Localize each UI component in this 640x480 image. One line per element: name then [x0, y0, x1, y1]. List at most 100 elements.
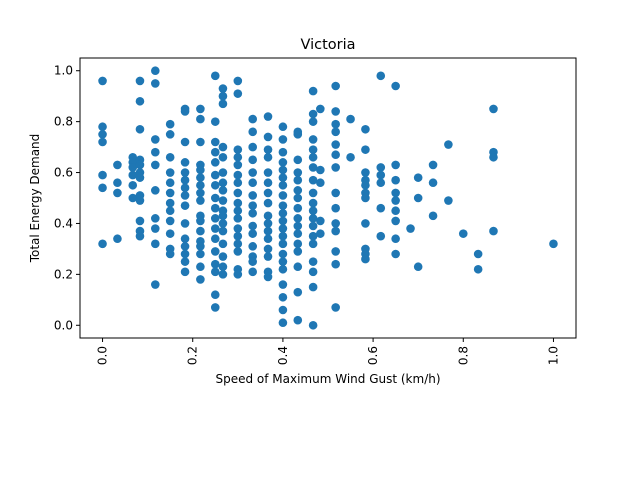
- data-point: [248, 114, 257, 124]
- data-point: [233, 188, 243, 198]
- data-point: [316, 165, 325, 175]
- data-point: [233, 206, 243, 216]
- data-point: [293, 247, 303, 256]
- data-point: [361, 145, 370, 154]
- data-point: [218, 239, 228, 249]
- data-point: [248, 142, 257, 152]
- data-point: [210, 158, 220, 167]
- data-point: [489, 226, 498, 236]
- data-point: [135, 124, 145, 134]
- data-point: [218, 211, 228, 221]
- data-point: [151, 224, 160, 233]
- data-point: [113, 188, 122, 198]
- data-point: [233, 170, 243, 180]
- data-point: [278, 180, 288, 190]
- data-point: [180, 137, 190, 147]
- data-point: [263, 272, 273, 282]
- data-point: [218, 142, 228, 152]
- data-point: [218, 186, 228, 195]
- data-point: [293, 203, 303, 213]
- data-point: [233, 270, 243, 279]
- data-point: [308, 198, 318, 208]
- data-point: [278, 231, 288, 241]
- data-point: [413, 262, 423, 272]
- data-point: [376, 203, 386, 213]
- data-point: [218, 252, 228, 261]
- data-point: [263, 188, 273, 198]
- data-point: [278, 318, 288, 328]
- data-point: [278, 208, 288, 218]
- data-point: [248, 208, 257, 218]
- data-point: [293, 221, 303, 231]
- data-point: [376, 178, 386, 188]
- data-point: [308, 231, 318, 241]
- data-point: [278, 305, 288, 315]
- data-point: [218, 152, 228, 162]
- data-point: [413, 193, 423, 203]
- data-point: [218, 84, 228, 93]
- data-point: [316, 216, 325, 226]
- data-point: [278, 165, 288, 175]
- data-point: [210, 214, 220, 223]
- y-tick-label: 0.0: [54, 318, 73, 332]
- data-point: [248, 178, 257, 188]
- y-tick-label: 0.2: [54, 267, 73, 281]
- data-point: [165, 152, 175, 162]
- data-point: [278, 239, 288, 249]
- data-point: [391, 206, 400, 216]
- data-point: [331, 127, 340, 137]
- data-point: [293, 193, 303, 203]
- data-point: [218, 99, 228, 109]
- data-point: [391, 216, 400, 226]
- data-point: [165, 229, 175, 238]
- x-tick-label: 0.8: [456, 346, 470, 365]
- data-point: [196, 104, 205, 114]
- data-point: [331, 203, 340, 213]
- data-point: [233, 178, 243, 188]
- data-point: [391, 175, 400, 185]
- data-point: [316, 178, 325, 188]
- data-point: [278, 264, 288, 274]
- data-point: [263, 219, 273, 228]
- data-point: [331, 188, 340, 198]
- data-point: [331, 259, 340, 269]
- x-axis-label: Speed of Maximum Wind Gust (km/h): [215, 372, 440, 386]
- data-point: [98, 239, 107, 249]
- data-point: [308, 221, 318, 231]
- data-point: [165, 206, 175, 216]
- data-point: [180, 242, 190, 251]
- data-point: [428, 178, 438, 188]
- data-point: [361, 180, 370, 190]
- data-point: [98, 76, 107, 86]
- data-point: [196, 114, 205, 124]
- data-point: [196, 196, 205, 205]
- points-layer: [98, 66, 558, 330]
- data-point: [151, 280, 160, 289]
- data-point: [428, 211, 438, 221]
- data-point: [308, 152, 318, 162]
- data-point: [331, 119, 340, 129]
- data-point: [233, 198, 243, 208]
- x-axis: 0.0 0.2 0.4 0.6 0.8 1.0: [96, 338, 560, 365]
- data-point: [151, 214, 160, 223]
- data-point: [233, 152, 243, 162]
- data-point: [98, 183, 107, 193]
- data-point: [210, 234, 220, 244]
- data-point: [180, 257, 190, 266]
- data-point: [278, 201, 288, 210]
- data-point: [218, 270, 228, 279]
- data-point: [165, 198, 175, 208]
- data-point: [196, 188, 205, 198]
- data-point: [180, 249, 190, 259]
- data-point: [151, 79, 160, 88]
- data-point: [293, 186, 303, 195]
- data-point: [361, 168, 370, 177]
- data-point: [151, 160, 160, 170]
- data-point: [308, 163, 318, 172]
- data-point: [180, 191, 190, 200]
- data-point: [361, 193, 370, 203]
- data-point: [233, 231, 243, 241]
- plot-frame: [79, 57, 577, 339]
- data-point: [278, 257, 288, 266]
- data-point: [218, 219, 228, 228]
